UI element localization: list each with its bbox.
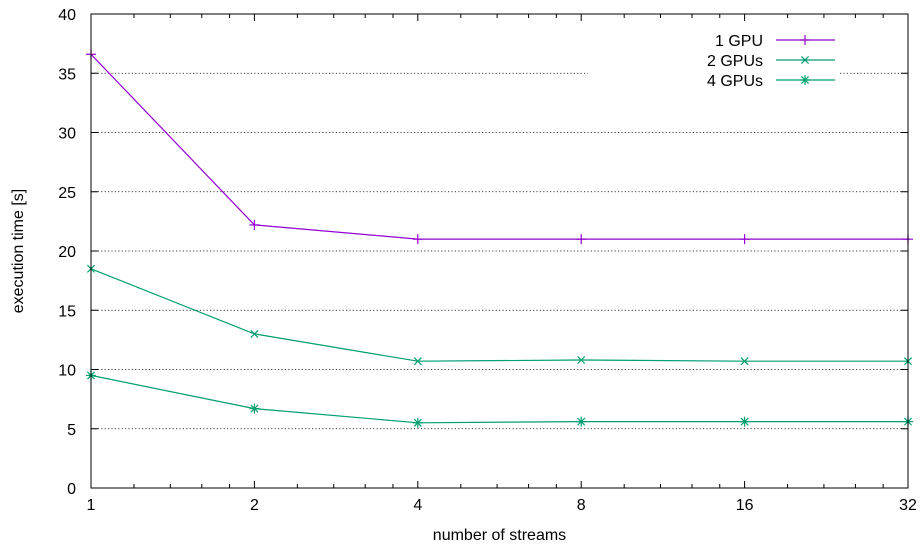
series-1 <box>86 49 913 245</box>
marker-stroke <box>800 75 810 85</box>
legend-item: 2 GPUs <box>707 53 835 70</box>
data-point <box>412 234 423 245</box>
marker-stroke <box>413 418 422 427</box>
x-tick-label: 32 <box>899 497 917 514</box>
x-tick-label: 2 <box>250 497 259 514</box>
marker-stroke <box>740 417 749 426</box>
data-point <box>249 403 260 414</box>
y-tick-label: 0 <box>67 481 76 498</box>
marker-stroke <box>250 329 259 338</box>
plot-frame <box>90 13 909 489</box>
y-tick-label: 35 <box>58 66 76 83</box>
marker-stroke <box>577 355 586 365</box>
series-group <box>86 49 913 428</box>
x-tick-label: 8 <box>577 497 586 514</box>
marker-stroke <box>800 55 810 65</box>
y-tick-label: 15 <box>58 303 76 320</box>
legend-marker <box>800 75 810 85</box>
series-line <box>90 268 908 362</box>
y-tick-label: 25 <box>58 185 76 202</box>
x-axis-label: number of streams <box>433 527 566 544</box>
x-tick-label: 16 <box>736 497 754 514</box>
legend-label: 1 GPU <box>715 33 763 50</box>
data-point <box>576 416 587 427</box>
legend-item: 4 GPUs <box>707 73 835 90</box>
data-point <box>250 329 259 338</box>
legend-label: 2 GPUs <box>707 53 763 70</box>
marker-stroke <box>740 357 749 366</box>
data-point <box>739 234 750 245</box>
x-tick-label: 4 <box>413 497 422 514</box>
legend-marker <box>800 35 810 45</box>
marker-stroke <box>413 357 422 366</box>
legend-marker <box>800 55 810 65</box>
grid-lines <box>91 72 908 430</box>
data-point <box>577 355 586 365</box>
tick-labels: 0 5 10 15 20 25 30 35 40 1 2 4 8 16 32 <box>58 7 917 514</box>
y-tick-label: 5 <box>67 422 76 439</box>
data-point <box>413 357 422 366</box>
marker-stroke <box>577 417 586 426</box>
legend-item: 1 GPU <box>715 33 835 50</box>
series-line <box>90 374 908 424</box>
data-point <box>740 357 749 366</box>
series-3 <box>86 370 913 428</box>
y-axis-label: execution time [s] <box>10 189 27 314</box>
data-point <box>412 417 423 428</box>
y-tick-label: 40 <box>58 7 76 24</box>
x-tick-label: 1 <box>87 497 96 514</box>
legend: 1 GPU 2 GPUs 4 GPUs <box>707 33 835 90</box>
y-tick-label: 10 <box>58 363 76 380</box>
data-point <box>739 416 750 427</box>
y-tick-label: 30 <box>58 126 76 143</box>
series-2 <box>86 264 913 366</box>
data-point <box>576 234 587 245</box>
data-point <box>249 219 260 230</box>
legend-label: 4 GPUs <box>707 73 763 90</box>
series-line <box>90 53 908 240</box>
marker-stroke <box>250 404 259 413</box>
y-tick-label: 20 <box>58 244 76 261</box>
